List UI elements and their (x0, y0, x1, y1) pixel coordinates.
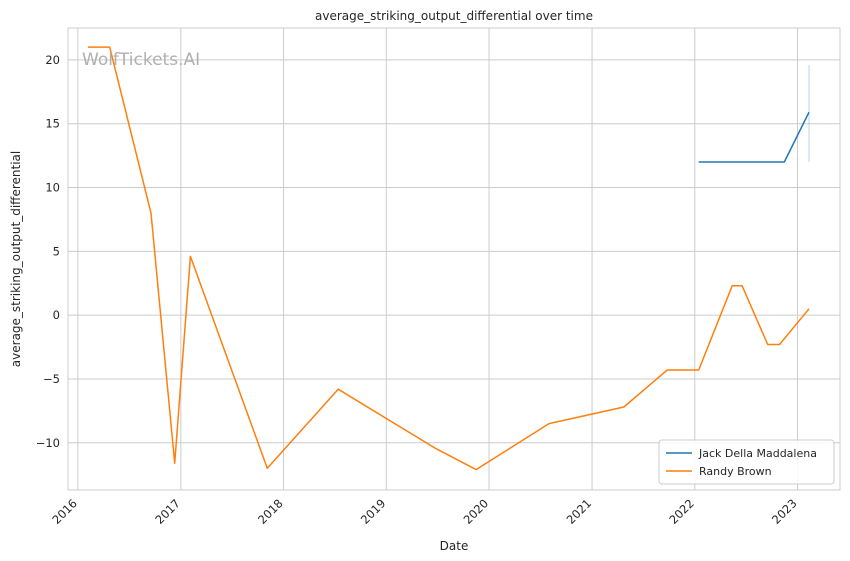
x-tick-label: 2022 (666, 496, 697, 527)
y-tick-label: −10 (36, 436, 60, 450)
y-tick-label: −5 (43, 372, 60, 386)
x-tick-label: 2018 (255, 496, 286, 527)
legend: Jack Della Maddalena Randy Brown (658, 439, 835, 485)
plot-area (67, 27, 841, 491)
y-tick-label: 15 (45, 117, 60, 131)
y-tick-label: 10 (45, 181, 60, 195)
x-axis-ticks: 2016 2017 2018 2019 2020 2021 2022 2023 (49, 496, 799, 527)
y-tick-label: 5 (53, 244, 60, 258)
x-axis-label: Date (440, 539, 469, 553)
legend-box (658, 439, 835, 485)
series-line-0 (698, 111, 810, 163)
series-line-1 (88, 46, 810, 471)
x-tick-label: 2017 (152, 496, 183, 527)
legend-label-randy: Randy Brown (699, 465, 772, 478)
series-lines (88, 46, 810, 471)
y-tick-label: 20 (45, 53, 60, 67)
x-tick-label: 2020 (461, 496, 492, 527)
watermark: WolfTickets.AI (82, 50, 200, 70)
chart-title: average_striking_output_differential ove… (315, 9, 593, 23)
x-tick-label: 2016 (49, 496, 80, 527)
x-tick-label: 2023 (769, 496, 800, 527)
legend-label-jack: Jack Della Maddalena (698, 447, 817, 460)
gridlines (68, 28, 840, 490)
y-axis-label: average_striking_output_differential (9, 151, 23, 367)
x-tick-label: 2019 (358, 496, 389, 527)
x-tick-label: 2021 (564, 496, 595, 527)
y-axis-ticks: −10 −5 0 5 10 15 20 (36, 53, 60, 450)
y-tick-label: 0 (53, 308, 60, 322)
